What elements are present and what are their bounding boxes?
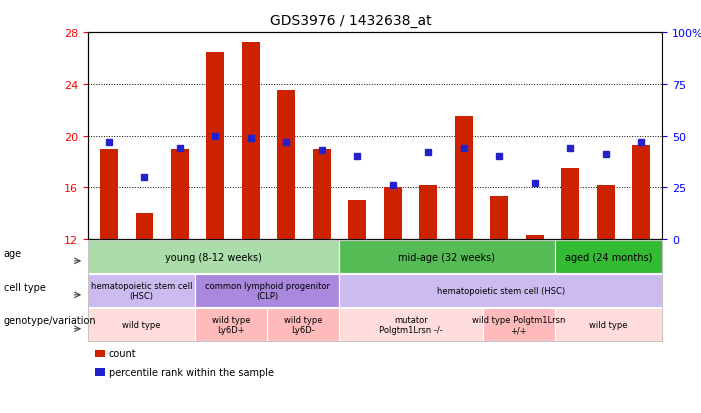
Bar — [278, 91, 295, 240]
Bar — [491, 197, 508, 240]
Text: hematopoietic stem cell (HSC): hematopoietic stem cell (HSC) — [437, 287, 565, 295]
Text: age: age — [4, 248, 22, 258]
Text: wild type: wild type — [122, 320, 161, 329]
Bar — [313, 149, 331, 240]
Bar — [348, 201, 366, 240]
Bar — [526, 236, 543, 240]
Bar — [135, 214, 154, 240]
Text: genotype/variation: genotype/variation — [4, 316, 96, 326]
Text: hematopoietic stem cell
(HSC): hematopoietic stem cell (HSC) — [90, 281, 192, 301]
Text: common lymphoid progenitor
(CLP): common lymphoid progenitor (CLP) — [205, 281, 329, 301]
Bar — [597, 185, 615, 240]
Bar — [562, 169, 579, 240]
Text: count: count — [109, 349, 136, 358]
Text: young (8-12 weeks): young (8-12 weeks) — [165, 252, 261, 262]
Bar — [419, 185, 437, 240]
Text: wild type Polgtm1Lrsn
+/+: wild type Polgtm1Lrsn +/+ — [472, 315, 566, 335]
Bar — [100, 149, 118, 240]
Text: wild type
Ly6D+: wild type Ly6D+ — [212, 315, 250, 335]
Text: GDS3976 / 1432638_at: GDS3976 / 1432638_at — [270, 14, 431, 28]
Bar — [455, 117, 472, 240]
Text: aged (24 months): aged (24 months) — [565, 252, 652, 262]
Bar — [632, 145, 650, 240]
Text: mid-age (32 weeks): mid-age (32 weeks) — [398, 252, 496, 262]
Text: percentile rank within the sample: percentile rank within the sample — [109, 367, 273, 377]
Text: mutator
Polgtm1Lrsn -/-: mutator Polgtm1Lrsn -/- — [379, 315, 443, 335]
Text: wild type
Ly6D-: wild type Ly6D- — [284, 315, 322, 335]
Text: wild type: wild type — [590, 320, 628, 329]
Bar — [242, 43, 259, 240]
Bar — [207, 52, 224, 240]
Text: cell type: cell type — [4, 282, 46, 292]
Bar — [171, 149, 189, 240]
Bar — [384, 188, 402, 240]
